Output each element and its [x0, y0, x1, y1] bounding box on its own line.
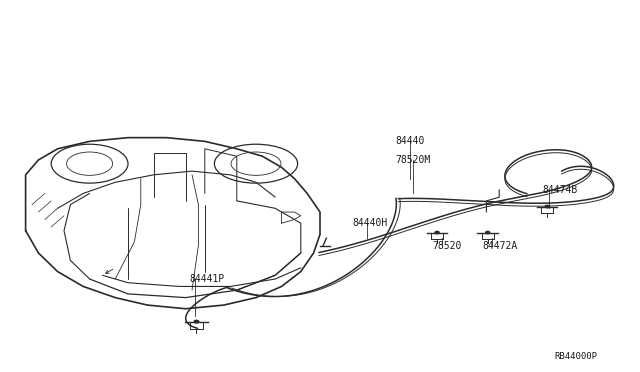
Text: RB44000P: RB44000P [554, 352, 598, 361]
Text: 78520: 78520 [432, 241, 461, 250]
Text: 78520M: 78520M [396, 155, 431, 165]
Text: 84474B: 84474B [543, 185, 578, 195]
Circle shape [194, 320, 199, 323]
Circle shape [486, 231, 490, 234]
Text: 84472A: 84472A [483, 241, 518, 250]
Text: 84441P: 84441P [189, 274, 225, 284]
Circle shape [545, 205, 549, 208]
Text: 84440: 84440 [396, 137, 425, 146]
Text: 84440H: 84440H [353, 218, 388, 228]
Circle shape [435, 231, 439, 234]
